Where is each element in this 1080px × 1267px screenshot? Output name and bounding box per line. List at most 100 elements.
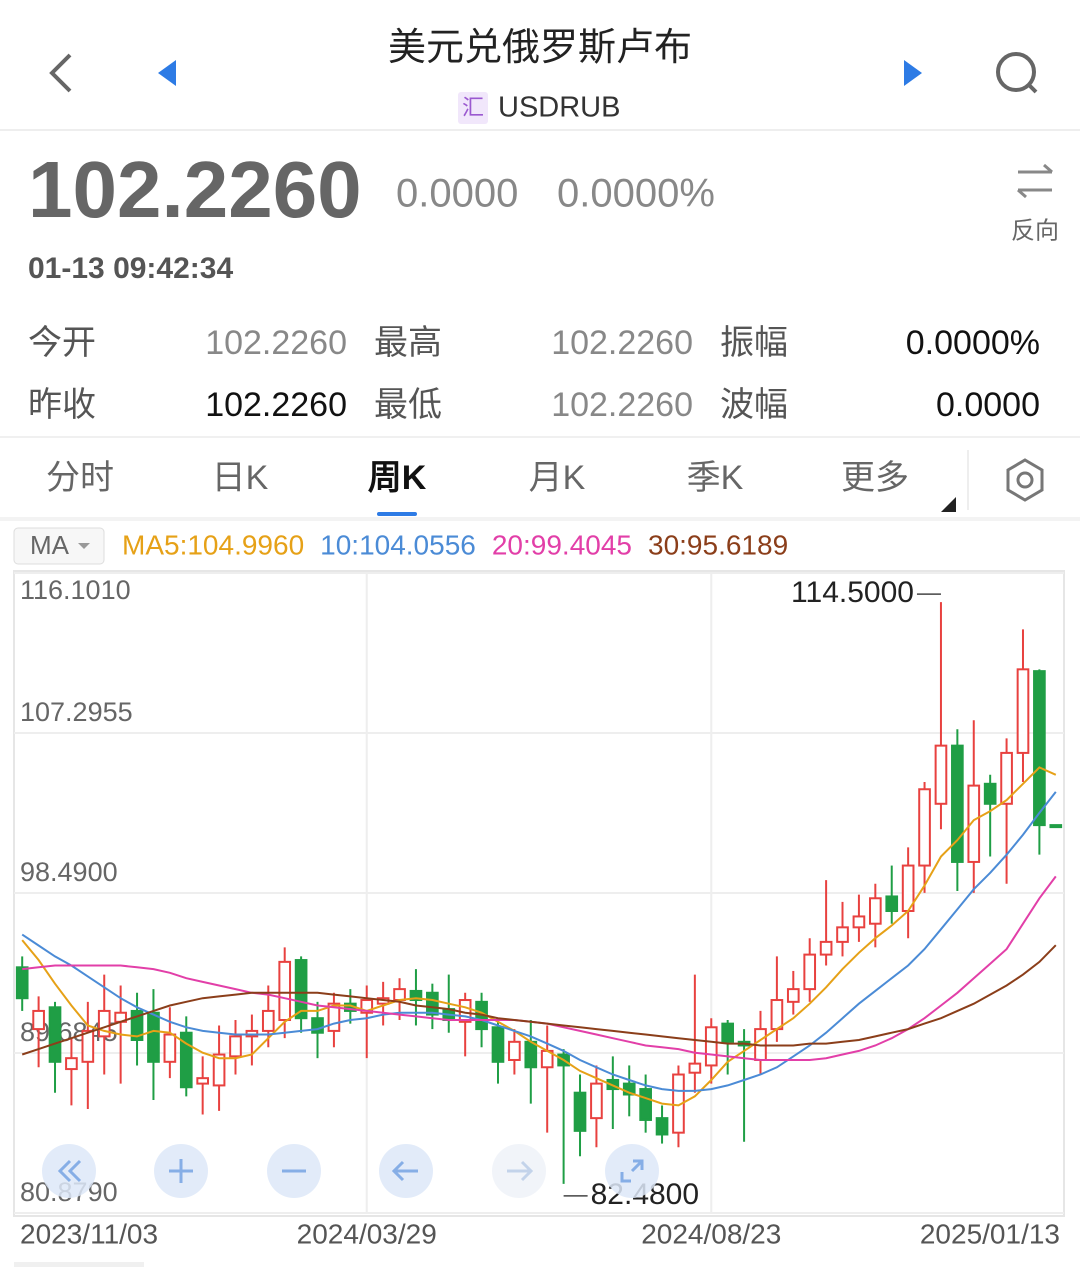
stat-label: 波幅 [720,386,788,424]
kline-chart: 116.1010107.295598.490089.684580.8790202… [13,570,1065,1249]
max-label: 114.5000 [791,576,914,609]
candle-body [803,953,817,991]
badge: 汇 [462,95,484,120]
candle-body [360,999,374,1014]
stat-value: 102.2260 [551,386,693,424]
divider [0,436,1080,438]
candle-body [130,1009,144,1041]
candle-body [836,926,849,943]
candle-body [639,1088,652,1121]
candle-body [15,966,29,1000]
more-corner [941,497,956,512]
candle-body [261,1009,275,1032]
y-tick-label: 107.2955 [20,697,133,727]
settings-icon [1016,471,1034,489]
candle-body [951,744,964,863]
legend: MA5:104.9960 10:104.0556 20:99.4045 30:95.6… [122,529,788,560]
stat-value: 102.2260 [205,324,347,362]
candle-body [573,1091,587,1132]
candle-body [918,788,931,867]
icon [169,1159,193,1183]
x-tick-label: 2024/08/23 [641,1218,781,1249]
candle-body [48,1006,62,1063]
change: 0.0000 [396,172,518,216]
stats: 今开 102.2260 最高 102.2260 振幅 0.0000% 昨收 102.2260 最… [28,324,1040,424]
reverse-button[interactable]: 反向 [1011,163,1059,244]
candle-body [688,1062,702,1074]
ma-line [21,791,1057,1092]
indicator-box [13,527,105,565]
next-button[interactable] [904,60,922,86]
period-tabs: 分时 日K 周K 月K 季K 更多 [46,459,909,516]
stat-label: 今开 [28,324,96,362]
legend-entry: 10:104.0556 [320,529,476,560]
candle-body [163,1033,177,1063]
indicator-select[interactable]: MA [13,527,105,565]
stat-label: 最高 [374,324,442,362]
badge-bg [458,92,488,124]
search-icon [1027,83,1038,94]
divider [0,517,1080,521]
y-tick-label: 98.4900 [20,857,118,887]
indicator-label: MA [30,530,70,560]
tab-underline [377,512,417,516]
candle-body [721,1022,735,1043]
candle-body [311,1017,324,1034]
back-button[interactable] [49,53,72,93]
tab[interactable]: 季K [687,459,744,497]
candle-body [229,1035,242,1058]
candle-body [524,1040,538,1069]
candle-body [967,784,981,863]
symbol-code: USDRUB [498,92,620,124]
prev-button[interactable] [158,60,176,86]
candle-body [393,988,406,1002]
y-tick-label: 116.1010 [20,575,131,605]
price: 102.2260 [28,145,362,234]
candle-body [508,1040,521,1061]
reverse-label: 反向 [1011,217,1059,244]
tab[interactable]: 月K [529,459,586,497]
tab[interactable]: 分时 [46,459,114,497]
candle-body [426,991,439,1016]
tab[interactable]: 周K [368,459,427,497]
candle-body [32,1009,45,1031]
candle-body [590,1082,603,1120]
candle-body [885,895,899,912]
candle-body [1000,751,1013,805]
x-tick-label: 2025/01/13 [920,1218,1060,1249]
change-pct: 0.0000% [557,172,715,216]
candle-body [868,897,882,925]
ma-line [21,944,1057,1056]
candle-body [1033,670,1046,827]
icon [391,1160,418,1182]
legend-entry: MA5:104.9960 [122,529,304,560]
quote-time: 01-13 09:42:34 [28,252,233,285]
tab[interactable]: 日K [212,459,269,497]
candle-body [655,1117,669,1136]
candle-body [179,1031,193,1089]
candle-body [704,1026,718,1067]
search-button[interactable] [996,52,1038,94]
candle-body [81,1029,95,1063]
candle-body [65,1057,78,1071]
candle-body [934,744,948,805]
stat-label: 振幅 [720,324,788,362]
candle-body [1016,668,1030,754]
tab[interactable]: 更多 [841,459,909,497]
icon [507,1160,534,1182]
candle-body [294,959,308,1020]
legend-entry: 30:95.6189 [648,529,788,560]
candle-body [852,915,866,929]
stat-value: 102.2260 [205,386,347,424]
caret [78,543,90,549]
candle-body [97,1009,111,1038]
candle-body [622,1082,636,1096]
x-tick-label: 2023/11/03 [20,1218,158,1249]
candle-body [819,940,833,956]
candle-body [327,1002,341,1032]
stat-value: 0.0000% [906,324,1040,362]
stat-value: 102.2260 [551,324,693,362]
settings-button[interactable] [1006,458,1044,502]
